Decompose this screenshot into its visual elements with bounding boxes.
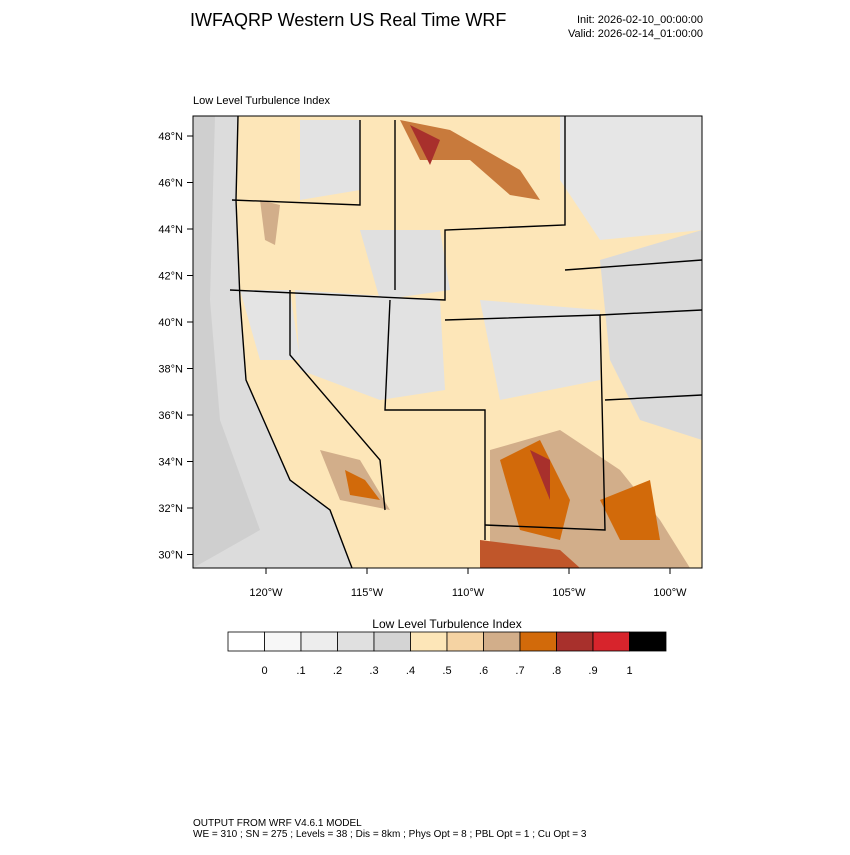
map	[192, 115, 703, 569]
colorbar-tick-label: .4	[406, 665, 415, 677]
lon-label: 120°W	[249, 587, 283, 599]
colorbar-box	[373, 631, 411, 652]
colorbar-box	[446, 631, 484, 652]
lat-label: 34°N	[158, 457, 183, 469]
lat-label: 38°N	[158, 364, 183, 376]
lon-label: 105°W	[552, 587, 586, 599]
footer-line: WE = 310 ; SN = 275 ; Levels = 38 ; Dis …	[193, 829, 587, 840]
colorbar-box	[519, 631, 557, 652]
lat-label: 44°N	[158, 224, 183, 236]
colorbar-box	[410, 631, 448, 652]
lat-label: 30°N	[158, 550, 183, 562]
colorbar-tick-label: 1	[626, 665, 632, 677]
colorbar-title: Low Level Turbulence Index	[372, 617, 521, 631]
colorbar-box	[264, 631, 302, 652]
colorbar-tick-label: 0	[261, 665, 267, 677]
init-time: Init: 2026-02-10_00:00:00	[577, 14, 703, 26]
lat-label: 42°N	[158, 271, 183, 283]
colorbar-tick-label: .9	[588, 665, 597, 677]
lat-label: 48°N	[158, 131, 183, 143]
title: IWFAQRP Western US Real Time WRF	[190, 10, 506, 30]
colorbar-tick-label: .7	[515, 665, 524, 677]
lon-label: 110°W	[452, 587, 485, 599]
colorbar-tick-label: .3	[369, 665, 378, 677]
colorbar-tick-label: .6	[479, 665, 488, 677]
lat-label: 36°N	[158, 410, 183, 422]
colorbar-box	[300, 631, 338, 652]
colorbar-box	[592, 631, 630, 652]
valid-time: Valid: 2026-02-14_01:00:00	[568, 28, 703, 40]
lat-label: 32°N	[158, 503, 183, 515]
colorbar-tick-label: .2	[333, 665, 342, 677]
colorbar-box	[337, 631, 375, 652]
map-title: Low Level Turbulence Index	[193, 95, 330, 107]
colorbar-tick-label: .5	[442, 665, 451, 677]
colorbar-box	[556, 631, 594, 652]
lat-label: 46°N	[158, 178, 183, 190]
colorbar-box	[483, 631, 521, 652]
lat-label: 40°N	[158, 317, 183, 329]
colorbar-box	[227, 631, 265, 652]
footer-line: OUTPUT FROM WRF V4.6.1 MODEL	[193, 818, 362, 829]
lon-label: 100°W	[653, 587, 687, 599]
colorbar-tick-label: .1	[296, 665, 305, 677]
colorbar-tick-label: .8	[552, 665, 561, 677]
colorbar-box	[629, 631, 667, 652]
lon-label: 115°W	[351, 587, 384, 599]
